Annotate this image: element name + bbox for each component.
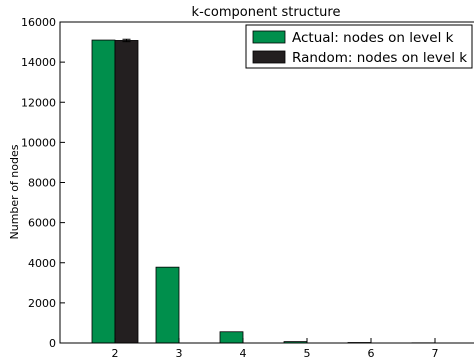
y-tick-label: 4000 [28,257,56,270]
y-axis: 0 2000 4000 6000 8000 10000 12000 14000 16000 [21,16,65,350]
bar-actual-k3 [155,266,180,344]
y-tick-label: 10000 [21,136,56,149]
bar-random-k2 [114,40,139,344]
x-tick-label: 5 [304,347,311,360]
y-tick-label: 2000 [28,297,56,310]
y-tick-label: 8000 [28,177,56,190]
legend-swatch-random [252,50,286,64]
legend: Actual: nodes on level k Random: nodes o… [245,24,473,69]
x-axis: 2 3 4 5 6 7 [112,338,439,360]
bar-actual-k4 [219,331,244,344]
legend-swatch-actual [252,30,286,44]
x-tick-label: 7 [432,347,439,360]
y-tick-label: 6000 [28,217,56,230]
y-tick-label: 16000 [21,16,56,29]
legend-label-random: Random: nodes on level k [292,50,467,66]
bars-layer [91,39,436,344]
legend-label-actual: Actual: nodes on level k [292,30,454,46]
y-tick-label: 12000 [21,96,56,109]
y-tick-label: 14000 [21,56,56,69]
y-axis-label: Number of nodes [8,144,21,239]
x-tick-label: 4 [240,347,247,360]
x-tick-label: 6 [368,347,375,360]
bar-actual-k2 [91,39,116,344]
chart-title: k-component structure [192,5,341,20]
y-tick-label: 0 [49,337,56,350]
x-tick-label: 2 [112,347,119,360]
error-bars-layer [122,38,131,43]
x-tick-label: 3 [176,347,183,360]
